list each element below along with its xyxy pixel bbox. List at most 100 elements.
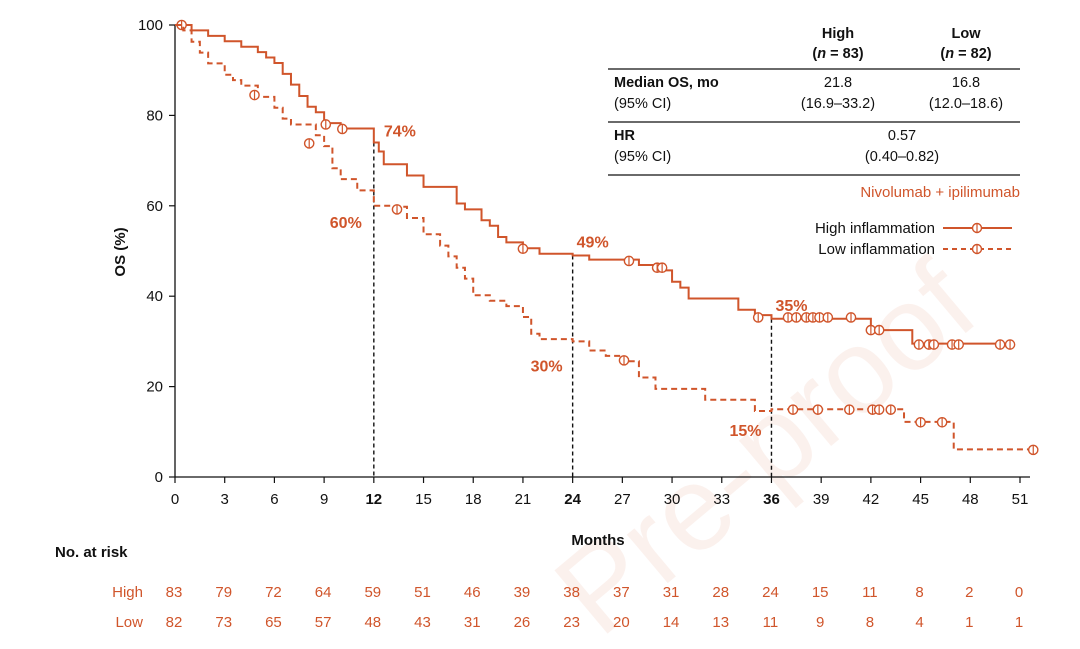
x-tick-label: 12 — [365, 491, 382, 508]
risk-table: No. at risk High Low 83 79 72 64 59 51 46 39 38 3… — [55, 544, 1023, 631]
annotation-label: 15% — [729, 423, 761, 440]
stats-col-low-n: (n = 82) — [940, 46, 991, 62]
y-tick-label: 60 — [146, 198, 163, 215]
risk-value: 11 — [763, 614, 779, 631]
x-axis-title: Months — [571, 532, 624, 549]
risk-value: 57 — [315, 614, 332, 631]
risk-value: 82 — [166, 614, 183, 631]
legend: Nivolumab + ipilimumab High inflammation… — [815, 184, 1020, 258]
risk-value: 23 — [563, 614, 580, 631]
annotation-label: 74% — [384, 124, 416, 141]
risk-values: 83 79 72 64 59 51 46 39 38 37 31 28 24 15 11 8 2 082 73 65 5… — [166, 584, 1024, 631]
risk-value: 38 — [563, 584, 580, 601]
legend-label-low: Low inflammation — [818, 241, 935, 258]
stats-hr-label: HR — [614, 128, 635, 144]
series-layer — [175, 19, 1039, 456]
x-tick-label: 24 — [564, 491, 581, 508]
risk-value: 46 — [464, 584, 481, 601]
x-tick-label: 48 — [962, 491, 979, 508]
risk-value: 31 — [663, 584, 680, 601]
series-line-high — [175, 24, 1012, 345]
x-ticks: 0 3 6 9 12 15 18 21 24 27 30 33 36 39 42 45 48 51 — [171, 477, 1028, 508]
stats-row-median-sublabel: (95% CI) — [614, 96, 671, 112]
risk-value: 43 — [414, 614, 431, 631]
annotation-label: 49% — [577, 235, 609, 252]
risk-value: 4 — [915, 614, 923, 631]
stats-table: High (n = 83) Low (n = 82) Median OS, mo… — [608, 26, 1020, 176]
risk-value: 64 — [315, 584, 332, 601]
axes — [174, 25, 1030, 478]
stats-median-high: 21.8 — [824, 75, 852, 91]
stats-hr-value: 0.57 — [888, 128, 916, 144]
risk-row-label-low: Low — [115, 614, 143, 631]
x-tick-label: 45 — [912, 491, 929, 508]
risk-value: 24 — [762, 584, 779, 601]
risk-value: 65 — [265, 614, 282, 631]
x-tick-label: 9 — [320, 491, 328, 508]
risk-value: 79 — [215, 584, 232, 601]
y-tick-label: 80 — [146, 107, 163, 124]
risk-value: 2 — [965, 584, 973, 601]
x-tick-label: 6 — [270, 491, 278, 508]
x-tick-label: 18 — [465, 491, 482, 508]
risk-value: 48 — [364, 614, 381, 631]
y-tick-label: 0 — [155, 469, 163, 486]
stats-col-low-n-label: n — [945, 46, 954, 62]
risk-value: 51 — [414, 584, 431, 601]
stats-median-high-ci: (16.9–33.2) — [801, 96, 875, 112]
risk-value: 28 — [712, 584, 729, 601]
risk-value: 11 — [862, 584, 878, 601]
x-tick-label: 33 — [713, 491, 730, 508]
risk-table-title: No. at risk — [55, 544, 128, 561]
stats-col-high-name: High — [822, 26, 854, 42]
y-tick-label: 20 — [146, 379, 163, 396]
y-ticks: 0 20 40 60 80 100 — [138, 17, 175, 486]
annotation-label: 60% — [330, 215, 362, 232]
stats-hr-ci: (0.40–0.82) — [865, 149, 939, 165]
risk-value: 15 — [812, 584, 829, 601]
risk-value: 8 — [866, 614, 874, 631]
risk-value: 0 — [1015, 584, 1023, 601]
y-axis-title: OS (%) — [112, 227, 129, 276]
risk-value: 9 — [816, 614, 824, 631]
risk-value: 1 — [965, 614, 973, 631]
stats-median-low-ci: (12.0–18.6) — [929, 96, 1003, 112]
risk-value: 39 — [514, 584, 531, 601]
risk-value: 13 — [712, 614, 729, 631]
risk-value: 14 — [663, 614, 680, 631]
risk-row-label-high: High — [112, 584, 143, 601]
annotation-layer: 74% 60% 49% 30% 35% 15% — [330, 124, 808, 441]
stats-col-high-n: (n = 83) — [812, 46, 863, 62]
x-tick-label: 3 — [221, 491, 229, 508]
x-tick-label: 27 — [614, 491, 631, 508]
risk-value: 37 — [613, 584, 630, 601]
x-tick-label: 42 — [863, 491, 880, 508]
risk-value: 1 — [1015, 614, 1023, 631]
risk-value: 72 — [265, 584, 282, 601]
x-tick-label: 15 — [415, 491, 432, 508]
legend-label-high: High inflammation — [815, 220, 935, 237]
annotation-label: 35% — [775, 298, 807, 315]
risk-value: 73 — [215, 614, 232, 631]
x-tick-label: 30 — [664, 491, 681, 508]
annotation-label: 30% — [531, 358, 563, 375]
reference-lines — [373, 142, 773, 477]
risk-value: 26 — [514, 614, 531, 631]
y-tick-label: 40 — [146, 288, 163, 305]
x-tick-label: 0 — [171, 491, 179, 508]
risk-value: 31 — [464, 614, 481, 631]
stats-row-median-label: Median OS, mo — [614, 75, 719, 91]
stats-col-high-n-label: n — [817, 46, 826, 62]
stats-col-low-name: Low — [952, 26, 982, 42]
stats-col-low-n-value: = 82) — [954, 46, 992, 62]
x-tick-label: 39 — [813, 491, 830, 508]
stats-median-low: 16.8 — [952, 75, 980, 91]
series-line-low — [175, 24, 1029, 451]
stats-col-high-n-value: = 83) — [826, 46, 864, 62]
x-tick-label: 36 — [763, 491, 780, 508]
legend-title: Nivolumab + ipilimumab — [860, 184, 1020, 201]
risk-value: 59 — [364, 584, 381, 601]
risk-value: 83 — [166, 584, 183, 601]
risk-value: 8 — [915, 584, 923, 601]
